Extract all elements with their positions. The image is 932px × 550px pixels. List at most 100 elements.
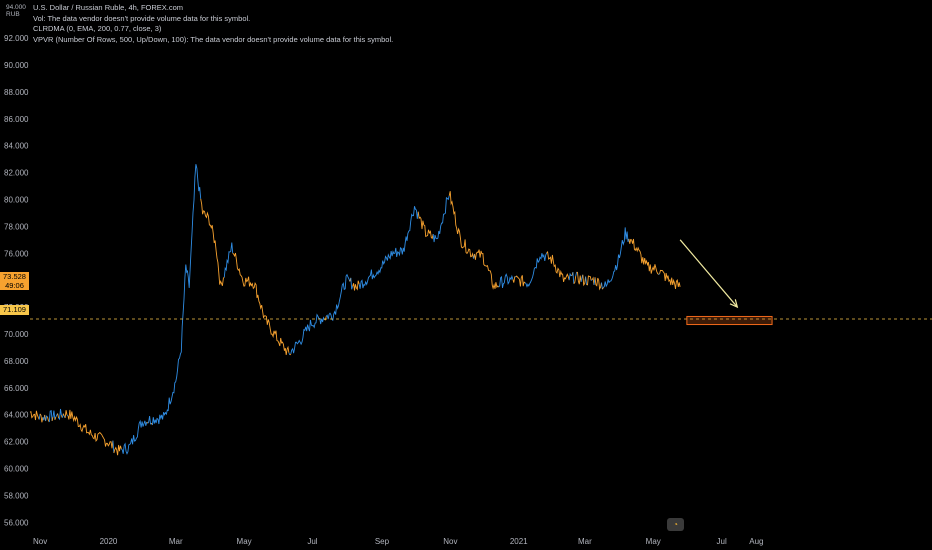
price-line-segment [350, 277, 354, 290]
level-price-tag: 71.109 [0, 305, 29, 315]
y-tick-label: 58.000 [4, 491, 29, 500]
price-line-segment [659, 269, 681, 289]
price-line-segment [582, 274, 587, 287]
y-tick-label: 76.000 [4, 249, 29, 258]
price-line-segment [57, 413, 60, 419]
x-tick-label: 2021 [510, 537, 528, 546]
price-line-segment [586, 275, 592, 286]
price-line-segment [515, 275, 526, 287]
price-line-segment [498, 273, 514, 288]
price-line-segment [572, 272, 575, 284]
target-zone-box [686, 315, 773, 326]
symbol-title[interactable]: U.S. Dollar / Russian Ruble, 4h, FOREX.c… [33, 3, 184, 12]
indicator-clrdma[interactable]: CLRDMA (0, EMA, 200, 0.77, close, 3) [33, 24, 162, 33]
price-line-segment [52, 410, 56, 420]
price-line-segment [42, 414, 46, 421]
price-series [29, 164, 681, 456]
trend-arrow-head-icon [729, 299, 739, 309]
x-tick-label: Jul [307, 537, 317, 546]
price-line-segment [51, 416, 54, 421]
price-line-segment [591, 276, 595, 286]
indicator-vpvr[interactable]: VPVR (Number Of Rows, 500, Up/Down, 100)… [33, 34, 394, 44]
price-line-segment [325, 273, 351, 322]
price-line-segment [45, 415, 48, 422]
price-line-segment [232, 252, 290, 355]
y-tick-label: 78.000 [4, 222, 29, 231]
price-line-segment [29, 410, 40, 421]
level-price-value: 71.109 [3, 305, 26, 314]
legend: U.S. Dollar / Russian Ruble, 4h, FOREX.c… [33, 3, 393, 45]
price-line-segment [658, 273, 660, 275]
price-line-segment [417, 211, 434, 240]
current-price-tag: 73.528 49:06 [0, 272, 29, 290]
y-tick-label: 86.000 [4, 115, 29, 124]
price-line-segment [602, 287, 604, 290]
price-line-segment [568, 272, 572, 281]
x-tick-label: Aug [749, 537, 763, 546]
x-tick-label: Sep [375, 537, 390, 546]
price-line-segment [223, 242, 234, 278]
price-line-segment [147, 416, 152, 425]
price-line-segment [58, 408, 62, 421]
y-tick-label: 80.000 [4, 195, 29, 204]
y-tick-label: 66.000 [4, 384, 29, 393]
price-line-segment [324, 316, 327, 321]
price-line-segment [603, 227, 630, 288]
tradingview-logo-icon[interactable]: ◔ [667, 518, 684, 531]
price-line-segment [575, 272, 578, 277]
price-line-segment [121, 419, 148, 455]
price-line-segment [289, 353, 292, 356]
x-tick-label: Nov [443, 537, 457, 546]
y-tick-label: 62.000 [4, 438, 29, 447]
y-tick-label: 92.000 [4, 34, 29, 43]
price-line-segment [151, 164, 202, 426]
price-line-segment [112, 440, 115, 454]
unit-code: RUB [6, 11, 20, 18]
price-line-segment [601, 282, 603, 290]
y-tick-label: 90.000 [4, 61, 29, 70]
price-line-segment [290, 313, 325, 355]
price-line-segment [576, 271, 582, 285]
price-line-segment [585, 276, 587, 285]
price-line-segment [54, 416, 57, 420]
price-line-segment [113, 444, 122, 456]
x-tick-label: Nov [33, 537, 47, 546]
y-tick-label: 70.000 [4, 330, 29, 339]
unit-top-value: 94.000 [6, 4, 26, 11]
price-line-segment [594, 277, 602, 291]
price-line-segment [64, 410, 68, 418]
x-tick-label: Mar [169, 537, 183, 546]
y-tick-label: 56.000 [4, 518, 29, 527]
price-line-segment [48, 410, 53, 423]
price-line-segment [512, 276, 516, 283]
time-axis[interactable]: Nov 2020 Mar May Jul Sep Nov 2021 Mar May Jul Aug [33, 537, 764, 546]
price-line-segment [67, 409, 114, 449]
price-line-segment [352, 280, 360, 291]
y-tick-label: 60.000 [4, 464, 29, 473]
price-line-segment [474, 249, 500, 290]
price-line-segment [39, 413, 44, 423]
currency-unit: 94.000 RUB [6, 4, 26, 18]
price-line-segment [524, 252, 548, 288]
bar-countdown: 49:06 [5, 281, 24, 290]
x-tick-label: Jul [717, 537, 727, 546]
x-tick-label: May [237, 537, 252, 546]
indicator-volume[interactable]: Vol: The data vendor doesn't provide vol… [33, 13, 251, 23]
x-tick-label: 2020 [100, 537, 118, 546]
y-tick-label: 68.000 [4, 357, 29, 366]
price-line-segment [432, 195, 450, 243]
price-line-segment [66, 414, 69, 417]
price-line-segment [200, 198, 225, 286]
price-line-segment [358, 206, 419, 289]
price-line-segment [573, 276, 577, 284]
x-tick-label: May [646, 537, 661, 546]
y-tick-label: 88.000 [4, 88, 29, 97]
price-line-segment [628, 238, 660, 275]
price-line-segment [590, 279, 593, 281]
price-line-segment [514, 276, 516, 278]
price-line-segment [448, 191, 474, 259]
drawing-overlays[interactable] [30, 239, 932, 326]
current-price-value: 73.528 [3, 272, 26, 281]
